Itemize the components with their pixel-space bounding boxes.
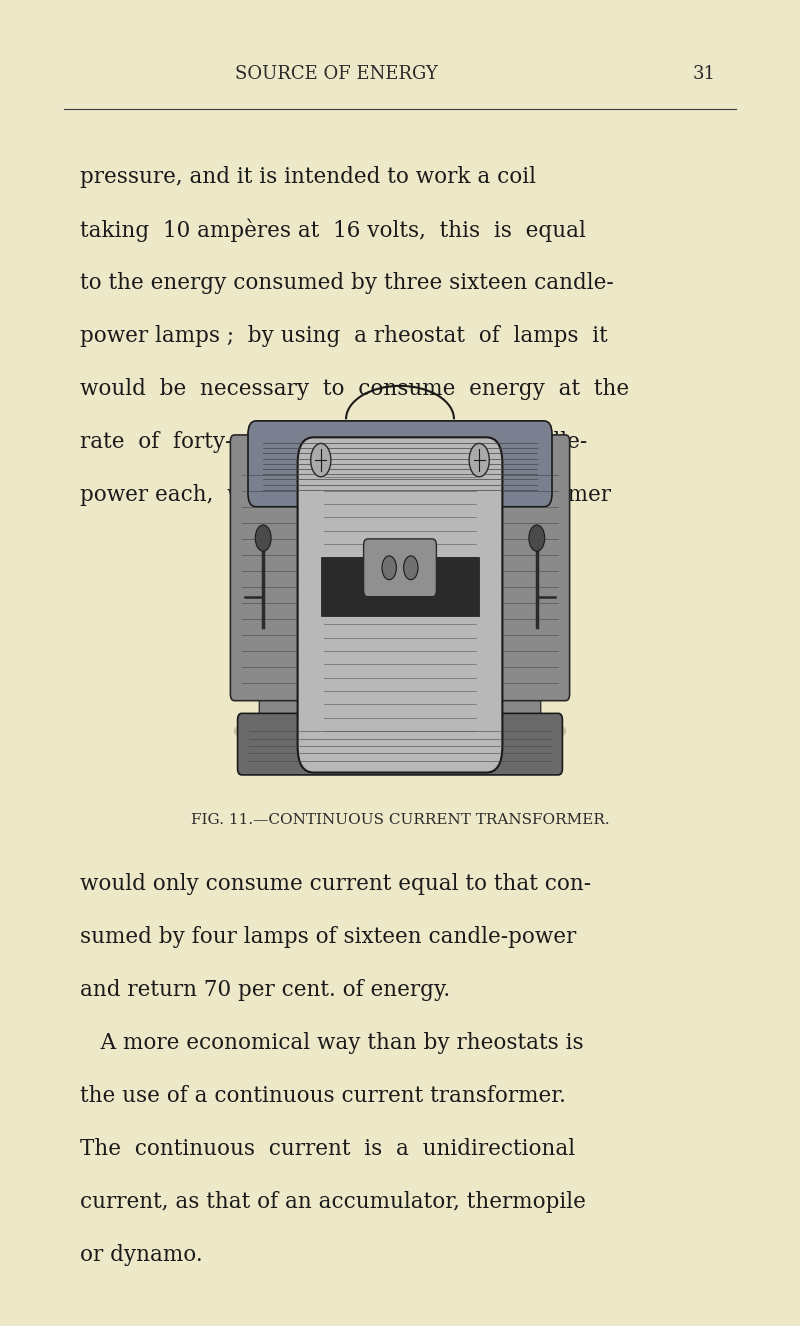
Text: 31: 31 [693,65,715,84]
Text: pressure, and it is intended to work a coil: pressure, and it is intended to work a c… [80,166,536,188]
Text: rate  of  forty-eight  lamps  of  sixteen  candle-: rate of forty-eight lamps of sixteen can… [80,431,587,453]
Text: would  be  necessary  to  consume  energy  at  the: would be necessary to consume energy at … [80,378,629,400]
Circle shape [529,525,545,552]
Text: power each,  whilst  a  good  motor  transformer: power each, whilst a good motor transfor… [80,484,611,507]
Circle shape [310,443,331,477]
Circle shape [382,556,397,579]
Text: power lamps ;  by using  a rheostat  of  lamps  it: power lamps ; by using a rheostat of lam… [80,325,608,347]
Text: the use of a continuous current transformer.: the use of a continuous current transfor… [80,1085,566,1107]
Text: FIG. 11.—CONTINUOUS CURRENT TRANSFORMER.: FIG. 11.—CONTINUOUS CURRENT TRANSFORMER. [190,813,610,827]
FancyBboxPatch shape [248,420,552,507]
Text: would only consume current equal to that con-: would only consume current equal to that… [80,873,591,895]
FancyBboxPatch shape [482,435,570,700]
Text: or dynamo.: or dynamo. [80,1244,202,1266]
Text: and return 70 per cent. of energy.: and return 70 per cent. of energy. [80,979,450,1001]
Text: taking  10 ampères at  16 volts,  this  is  equal: taking 10 ampères at 16 volts, this is e… [80,219,586,243]
FancyBboxPatch shape [490,643,541,737]
Circle shape [255,525,271,552]
Text: SOURCE OF ENERGY: SOURCE OF ENERGY [234,65,438,84]
Circle shape [403,556,418,579]
FancyBboxPatch shape [238,713,562,774]
FancyBboxPatch shape [363,538,437,597]
Text: The  continuous  current  is  a  unidirectional: The continuous current is a unidirection… [80,1138,575,1160]
FancyBboxPatch shape [298,438,502,773]
Text: current, as that of an accumulator, thermopile: current, as that of an accumulator, ther… [80,1191,586,1213]
FancyBboxPatch shape [321,557,479,617]
FancyBboxPatch shape [230,435,318,700]
Text: to the energy consumed by three sixteen candle-: to the energy consumed by three sixteen … [80,272,614,294]
Text: sumed by four lamps of sixteen candle-power: sumed by four lamps of sixteen candle-po… [80,926,576,948]
Circle shape [469,443,490,477]
Ellipse shape [234,709,566,753]
Text: A more economical way than by rheostats is: A more economical way than by rheostats … [80,1032,584,1054]
FancyBboxPatch shape [259,643,310,737]
